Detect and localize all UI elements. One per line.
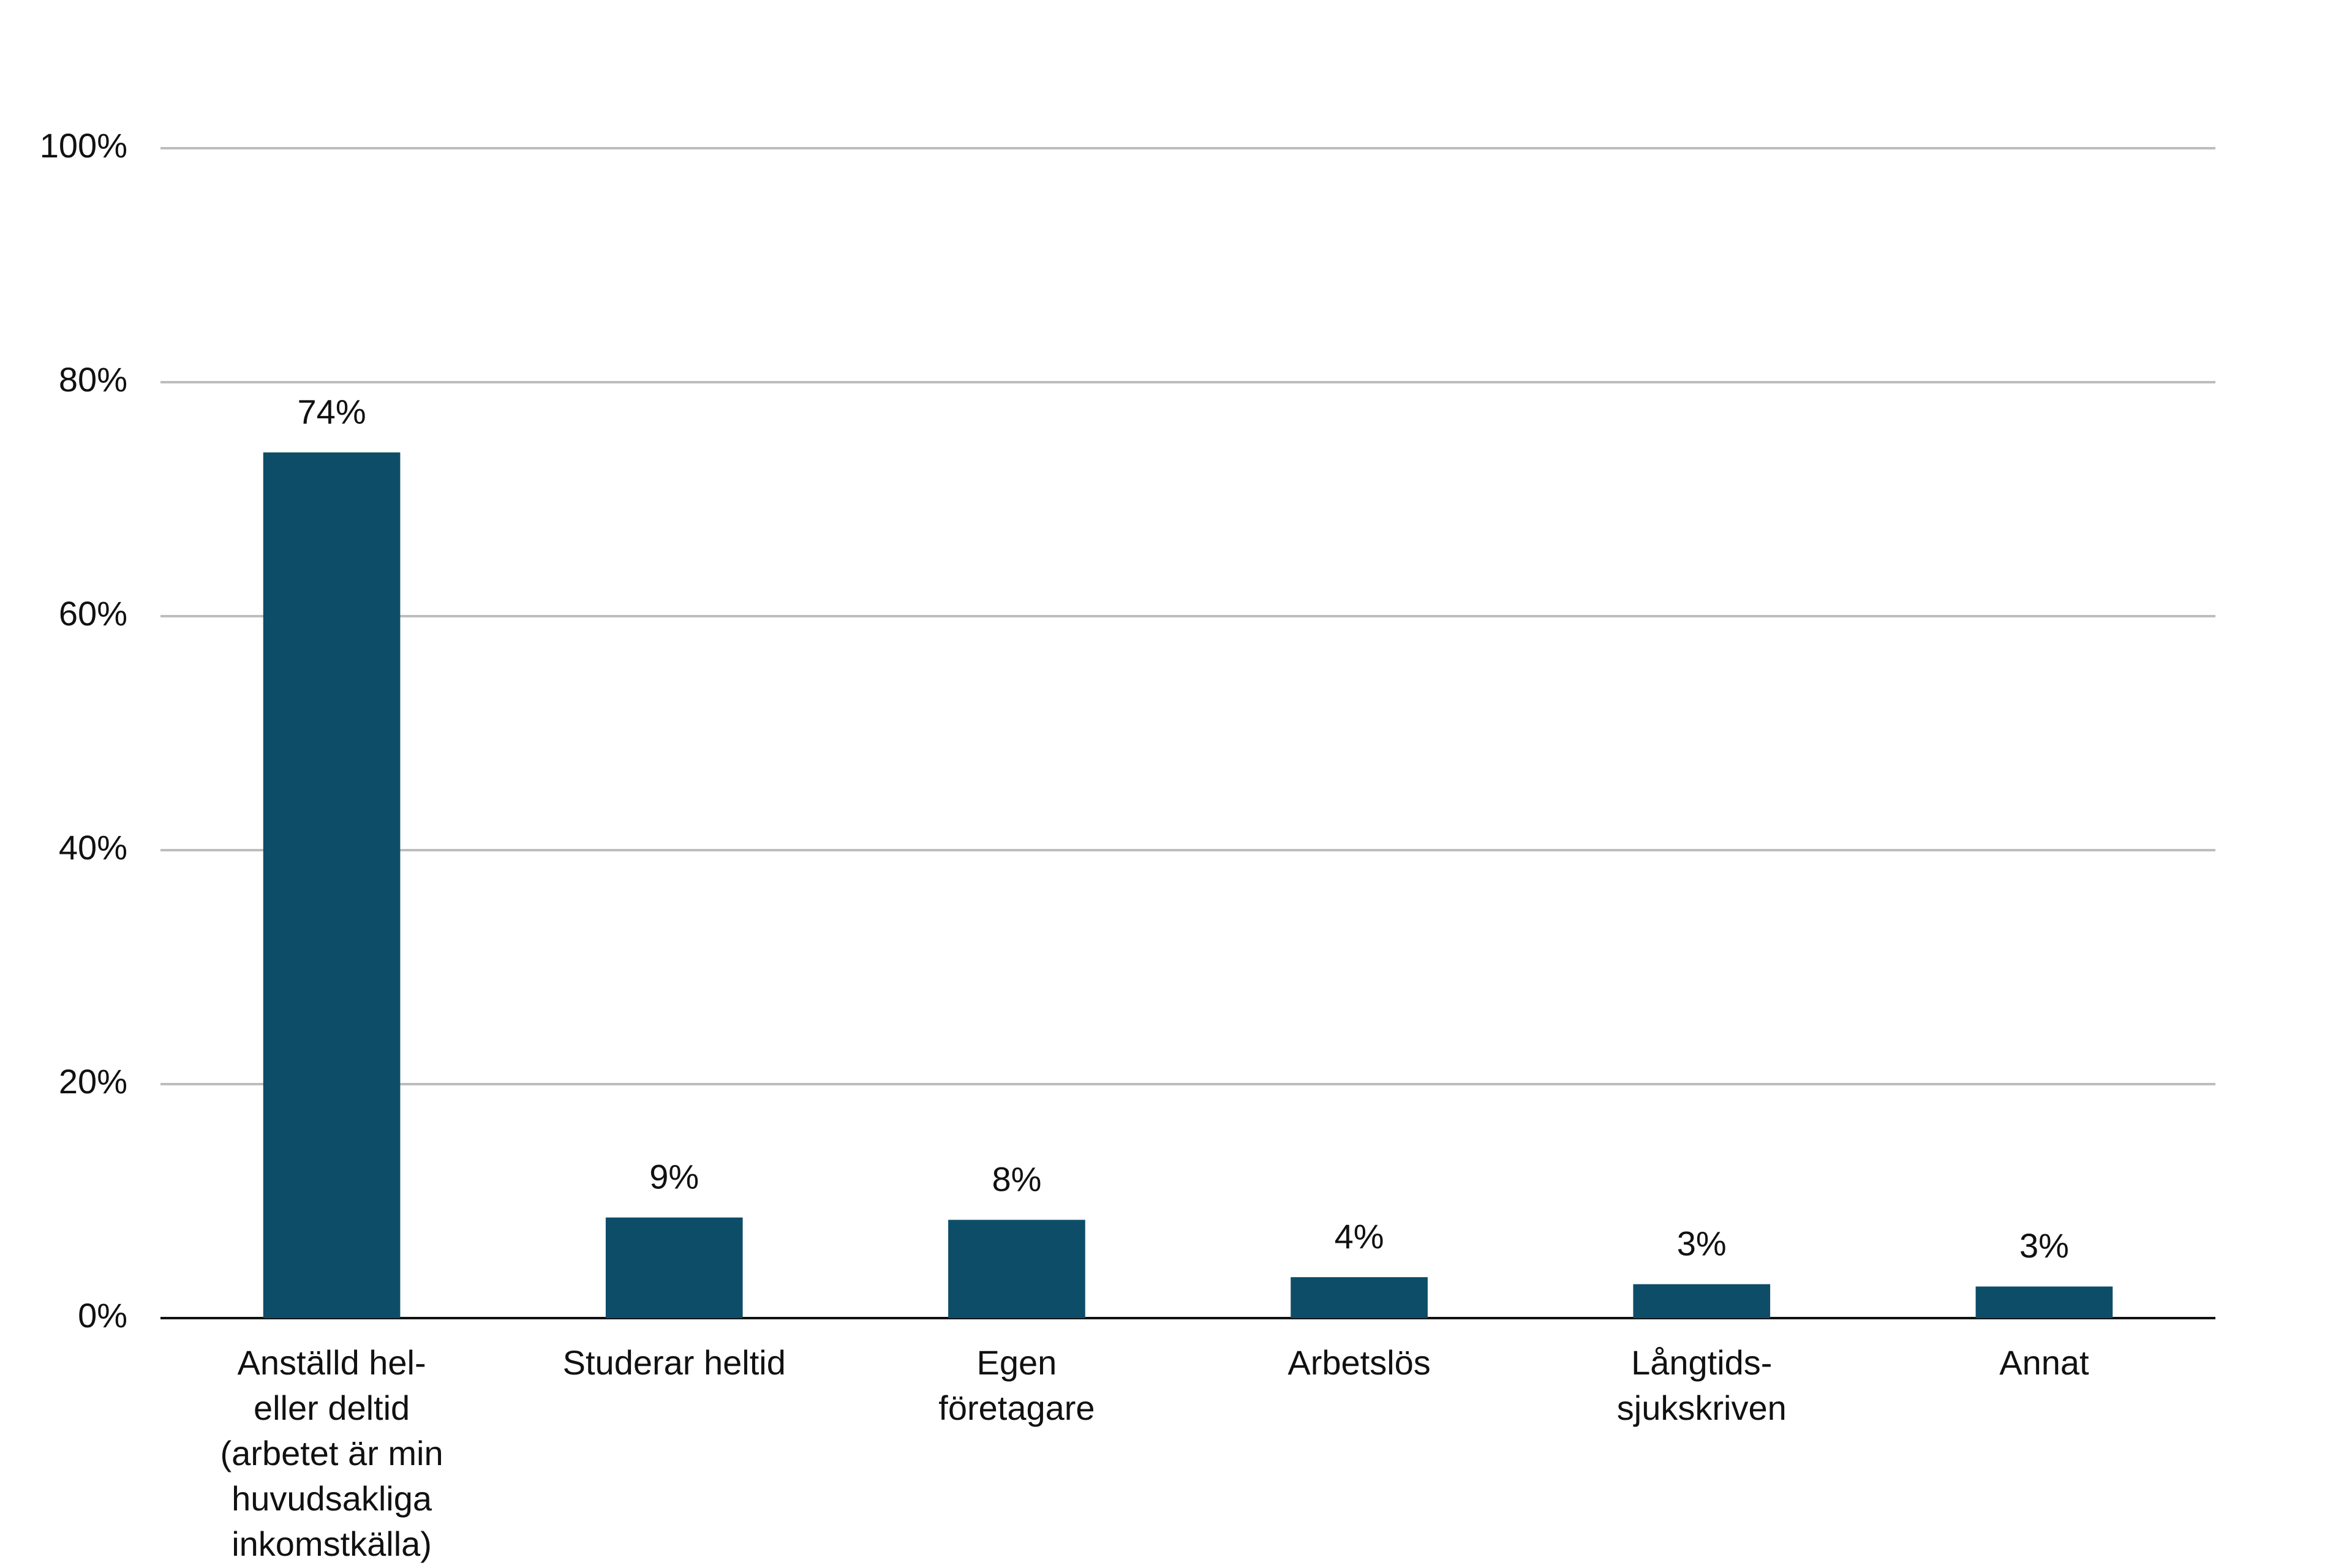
y-tick-label: 80%	[59, 360, 127, 399]
x-tick-label: Studerar heltid	[562, 1343, 786, 1382]
value-label: 4%	[1335, 1217, 1384, 1256]
bar	[263, 452, 401, 1318]
bar	[1633, 1284, 1771, 1318]
bar	[605, 1217, 743, 1318]
value-label: 8%	[992, 1159, 1041, 1198]
y-tick-label: 20%	[59, 1062, 127, 1101]
y-tick-label: 40%	[59, 828, 127, 867]
value-label: 74%	[298, 392, 366, 431]
x-tick-label: Anställd hel- eller deltid (arbetet är m…	[220, 1343, 443, 1563]
y-tick-label: 100%	[40, 126, 127, 165]
x-tick-label: Långtids- sjukskriven	[1616, 1343, 1787, 1427]
bar	[1975, 1286, 2113, 1318]
x-tick-label: Annat	[1999, 1343, 2089, 1382]
bar	[1291, 1277, 1428, 1318]
bar	[948, 1219, 1085, 1318]
y-tick-label: 0%	[78, 1296, 127, 1335]
y-tick-label: 60%	[59, 594, 127, 633]
value-label: 9%	[649, 1158, 699, 1196]
x-tick-label: Egen företagare	[938, 1343, 1095, 1427]
value-label: 3%	[2019, 1226, 2069, 1265]
value-label: 3%	[1677, 1224, 1727, 1262]
x-tick-label: Arbetslös	[1287, 1343, 1431, 1382]
